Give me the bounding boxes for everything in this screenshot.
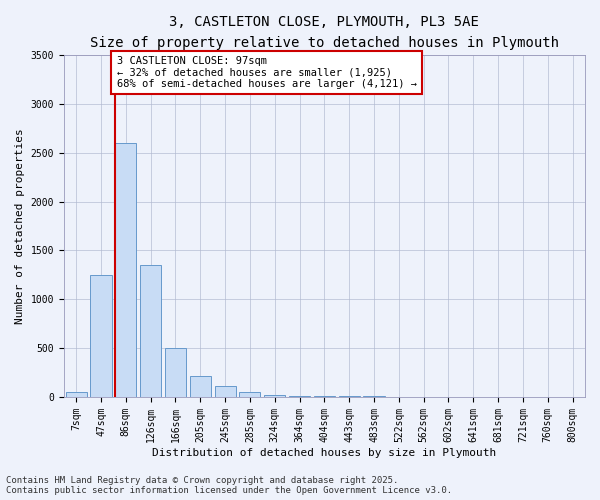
Bar <box>314 396 335 397</box>
Bar <box>289 396 310 397</box>
Bar <box>115 143 136 397</box>
Y-axis label: Number of detached properties: Number of detached properties <box>15 128 25 324</box>
Title: 3, CASTLETON CLOSE, PLYMOUTH, PL3 5AE
Size of property relative to detached hous: 3, CASTLETON CLOSE, PLYMOUTH, PL3 5AE Si… <box>90 15 559 50</box>
Bar <box>190 376 211 397</box>
Bar <box>264 395 285 397</box>
Text: Contains HM Land Registry data © Crown copyright and database right 2025.
Contai: Contains HM Land Registry data © Crown c… <box>6 476 452 495</box>
Bar <box>91 275 112 397</box>
X-axis label: Distribution of detached houses by size in Plymouth: Distribution of detached houses by size … <box>152 448 497 458</box>
Bar <box>239 392 260 397</box>
Bar <box>140 265 161 397</box>
Bar <box>65 392 87 397</box>
Bar <box>165 348 186 397</box>
Bar <box>338 396 360 397</box>
Bar <box>215 386 236 397</box>
Text: 3 CASTLETON CLOSE: 97sqm
← 32% of detached houses are smaller (1,925)
68% of sem: 3 CASTLETON CLOSE: 97sqm ← 32% of detach… <box>116 56 416 89</box>
